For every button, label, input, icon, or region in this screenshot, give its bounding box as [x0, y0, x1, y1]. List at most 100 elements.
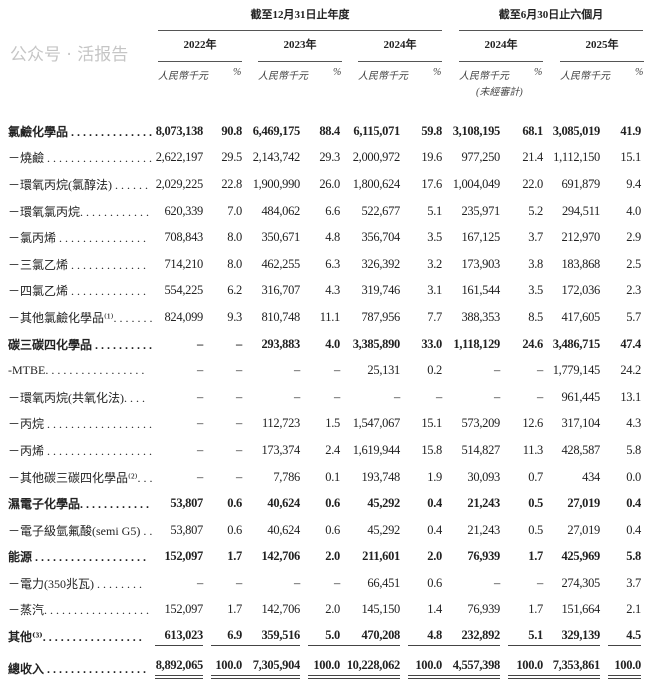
amount-cell: 145,150 [361, 602, 400, 617]
amount-cell: – [197, 389, 203, 404]
amount-cell: 30,093 [467, 469, 500, 484]
amount-cell: 514,827 [461, 442, 500, 457]
amount-cell: 691,879 [561, 176, 600, 191]
year-header: 2024年 [383, 39, 417, 51]
amount-cell: 326,392 [361, 256, 400, 271]
percent-cell: 33.0 [421, 336, 442, 351]
amount-cell: 573,209 [461, 416, 500, 431]
amount-cell: – [294, 363, 300, 378]
percent-cell: – [436, 389, 442, 404]
percent-cell: 2.3 [626, 283, 641, 298]
revenue-table: 氯鹼化學品 . . . . . . . . . . . . . . 8,073,1… [8, 118, 649, 681]
amount-cell: 7,305,904 [242, 658, 300, 679]
amount-cell: 350,671 [261, 230, 300, 245]
amount-cell: 8,892,065 [155, 658, 203, 679]
percent-cell: 100.0 [408, 658, 442, 679]
percent-cell: – [236, 389, 242, 404]
percent-cell: 3.2 [427, 256, 442, 271]
table-row: －燒鹼 . . . . . . . . . . . . . . . . . . 2… [8, 145, 649, 172]
table-row: －丙烯 . . . . . . . . . . . . . . . . . . –… [8, 437, 649, 464]
amount-cell: 554,225 [164, 283, 203, 298]
divider [358, 61, 442, 62]
amount-cell: 173,903 [461, 256, 500, 271]
row-label: －其他氯鹼化學品⁽¹⁾. . . . . . . [8, 310, 153, 325]
percent-cell: 21.4 [522, 150, 543, 165]
percent-cell: 0.5 [528, 522, 543, 537]
amount-cell: 274,305 [561, 575, 600, 590]
percent-cell: – [236, 442, 242, 457]
amount-cell: 3,085,019 [552, 123, 601, 138]
percent-cell: – [236, 469, 242, 484]
table-row: －環氧丙烷(氯醇法) . . . . . . 2,029,225 22.8 1,900… [8, 171, 649, 198]
amount-cell: 7,353,861 [543, 658, 600, 679]
amount-cell: – [197, 336, 203, 351]
percent-cell: 100.0 [608, 658, 641, 679]
percent-cell: 2.1 [626, 602, 641, 617]
amount-cell: 66,451 [367, 575, 400, 590]
amount-cell: – [294, 389, 300, 404]
row-label: －蒸汽. . . . . . . . . . . . . . . . . . [8, 603, 150, 618]
percent-cell: 2.0 [427, 549, 442, 564]
amount-cell: 329,139 [543, 628, 600, 646]
percent-cell: 1.5 [325, 416, 340, 431]
percent-cell: 47.4 [620, 336, 641, 351]
amount-cell: 3,385,890 [352, 336, 401, 351]
row-label: －三氯乙烯 . . . . . . . . . . . . . [8, 257, 147, 272]
row-label: －電子級氫氟酸(semi G5) . . [8, 523, 153, 538]
amount-cell: 1,547,067 [352, 416, 401, 431]
amount-cell: – [494, 575, 500, 590]
amount-cell: 4,557,398 [442, 658, 500, 679]
header-group-six-months: 截至6月30日止六個月 [498, 9, 604, 21]
unit-percent: % [233, 67, 242, 78]
unit-amount: 人民幣千元 [459, 71, 509, 82]
percent-cell: 90.8 [221, 123, 242, 138]
amount-cell: 356,704 [361, 230, 400, 245]
table-row: －電子級氫氟酸(semi G5) . . 53,807 0.6 40,624 0.6 45… [8, 517, 649, 544]
percent-cell: 2.0 [325, 602, 340, 617]
row-label: －燒鹼 . . . . . . . . . . . . . . . . . . [8, 151, 153, 166]
row-label: －其他碳三碳四化學品⁽²⁾. . . [8, 470, 153, 485]
percent-cell: 3.7 [626, 575, 641, 590]
amount-cell: 40,624 [267, 496, 300, 511]
percent-cell: 1.9 [427, 469, 442, 484]
percent-cell: 2.4 [325, 442, 340, 457]
percent-cell: 100.0 [211, 658, 242, 679]
amount-cell: 316,707 [261, 283, 300, 298]
percent-cell: 29.5 [221, 150, 242, 165]
table-row: 其他⁽³⁾. . . . . . . . . . . . . . . . . 61… [8, 623, 649, 650]
table-row: 氯鹼化學品 . . . . . . . . . . . . . . 8,073,1… [8, 118, 649, 145]
divider [560, 61, 644, 62]
row-label: －丙烷 . . . . . . . . . . . . . . . . . . [8, 417, 153, 432]
percent-cell: 5.7 [626, 309, 641, 324]
percent-cell: 3.5 [427, 230, 442, 245]
table-row: －丙烷 . . . . . . . . . . . . . . . . . . –… [8, 411, 649, 438]
divider [459, 30, 643, 31]
percent-cell: – [537, 389, 543, 404]
percent-cell: 26.0 [319, 176, 340, 191]
percent-cell: 22.8 [221, 176, 242, 191]
percent-cell: 29.3 [319, 150, 340, 165]
amount-cell: 810,748 [261, 309, 300, 324]
percent-cell: 11.1 [319, 309, 341, 324]
percent-cell: 15.1 [620, 150, 641, 165]
amount-cell: 388,353 [461, 309, 500, 324]
row-label: －氯丙烯 . . . . . . . . . . . . . . . [8, 231, 147, 246]
amount-cell: 1,619,944 [352, 442, 401, 457]
amount-cell: 232,892 [442, 628, 500, 646]
percent-cell: 4.3 [325, 283, 340, 298]
unit-amount: 人民幣千元 [560, 71, 610, 82]
amount-cell: 434 [582, 469, 600, 484]
row-label: 氯鹼化學品 . . . . . . . . . . . . . . [8, 124, 153, 139]
unaudited-note: (未經審計) [476, 87, 523, 98]
percent-cell: 4.8 [408, 628, 442, 646]
percent-cell: 0.7 [528, 469, 543, 484]
amount-cell: 152,097 [164, 549, 203, 564]
amount-cell: 45,292 [367, 522, 400, 537]
percent-cell: 6.9 [211, 628, 242, 646]
percent-cell: 0.0 [626, 469, 641, 484]
row-label: 其他⁽³⁾. . . . . . . . . . . . . . . . . [8, 630, 142, 645]
amount-cell: 714,210 [164, 256, 203, 271]
amount-cell: – [197, 363, 203, 378]
amount-cell: 2,143,742 [252, 150, 301, 165]
row-label: －電力(350兆瓦) . . . . . . . . [8, 576, 142, 591]
